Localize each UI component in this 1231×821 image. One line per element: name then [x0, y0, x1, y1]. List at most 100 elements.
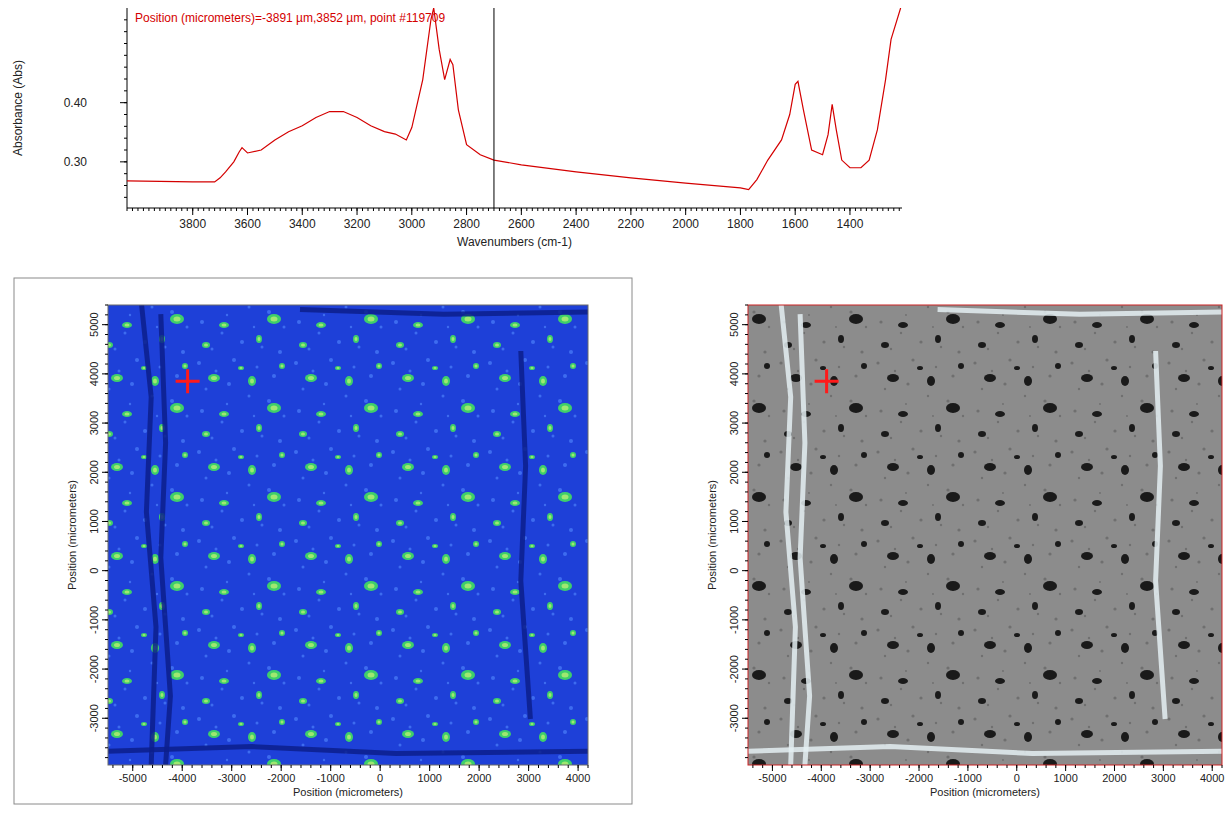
minor-tick — [105, 698, 108, 699]
minor-tick — [806, 208, 807, 211]
minor-tick — [221, 765, 222, 768]
y-tick-label: -2000 — [728, 655, 740, 683]
x-tick-label: 4000 — [566, 772, 590, 784]
x-tick — [576, 208, 577, 215]
minor-tick — [1134, 765, 1135, 768]
minor-tick — [866, 208, 867, 211]
minor-tick — [124, 90, 127, 91]
minor-tick — [172, 765, 173, 768]
minor-tick — [263, 208, 264, 211]
minor-tick — [439, 208, 440, 211]
minor-tick — [105, 678, 108, 679]
minor-tick — [105, 531, 108, 532]
minor-tick — [310, 765, 311, 768]
minor-tick — [280, 208, 281, 211]
minor-tick — [518, 765, 519, 768]
minor-tick — [877, 208, 878, 211]
minor-tick — [603, 208, 604, 211]
minor-tick — [142, 765, 143, 768]
minor-tick — [124, 43, 127, 44]
minor-tick — [1075, 765, 1076, 768]
minor-tick — [504, 208, 505, 211]
x-tick-label: -1000 — [954, 772, 982, 784]
minor-tick — [532, 208, 533, 211]
minor-tick — [899, 765, 900, 768]
minor-tick — [307, 208, 308, 211]
minor-tick — [745, 747, 748, 748]
minor-tick — [696, 208, 697, 211]
minor-tick — [767, 208, 768, 211]
crack — [108, 747, 588, 754]
minor-tick — [707, 208, 708, 211]
minor-tick — [231, 208, 232, 211]
minor-tick — [1182, 765, 1183, 768]
minor-tick — [214, 208, 215, 211]
minor-tick — [105, 728, 108, 729]
minor-tick — [124, 79, 127, 80]
minor-tick — [105, 413, 108, 414]
minor-tick — [745, 344, 748, 345]
x-tick — [528, 765, 529, 771]
minor-tick — [745, 314, 748, 315]
minor-tick — [477, 208, 478, 211]
minor-tick — [433, 208, 434, 211]
minor-tick — [202, 765, 203, 768]
x-tick — [466, 208, 467, 215]
minor-tick — [745, 383, 748, 384]
y-tick — [102, 324, 108, 325]
minor-tick — [745, 452, 748, 453]
position-label: Position (micrometers)=-3891 µm,3852 µm,… — [135, 11, 445, 25]
minor-tick — [472, 208, 473, 211]
y-axis-title: Position (micrometers) — [66, 480, 78, 590]
minor-tick — [1104, 765, 1105, 768]
minor-tick — [124, 114, 127, 115]
minor-tick — [782, 765, 783, 768]
minor-tick — [1153, 765, 1154, 768]
minor-tick — [132, 208, 133, 211]
minor-tick — [745, 541, 748, 542]
minor-tick — [745, 728, 748, 729]
minor-tick — [1026, 765, 1027, 768]
minor-tick — [745, 757, 748, 758]
x-tick — [521, 208, 522, 215]
minor-tick — [568, 765, 569, 768]
minor-tick — [745, 550, 748, 551]
minor-tick — [105, 590, 108, 591]
y-tick — [742, 521, 748, 522]
y-tick — [742, 570, 748, 571]
crack — [161, 314, 171, 765]
minor-tick — [389, 208, 390, 211]
minor-tick — [105, 550, 108, 551]
minor-tick — [860, 208, 861, 211]
x-tick — [357, 208, 358, 215]
minor-tick — [122, 765, 123, 768]
crack — [142, 305, 156, 765]
minor-tick — [105, 305, 108, 306]
minor-tick — [211, 765, 212, 768]
minor-tick — [105, 747, 108, 748]
y-tick-label: 3000 — [728, 411, 740, 435]
minor-tick — [1202, 765, 1203, 768]
minor-tick — [370, 765, 371, 768]
minor-tick — [598, 208, 599, 211]
minor-tick — [745, 688, 748, 689]
minor-tick — [762, 208, 763, 211]
minor-tick — [409, 765, 410, 768]
y-tick-label: 1000 — [88, 509, 100, 533]
minor-tick — [647, 208, 648, 211]
minor-tick — [745, 698, 748, 699]
minor-tick — [455, 208, 456, 211]
x-tick-label: 1600 — [782, 217, 809, 231]
minor-tick — [822, 208, 823, 211]
y-tick — [102, 373, 108, 374]
minor-tick — [893, 208, 894, 211]
minor-tick — [745, 334, 748, 335]
minor-tick — [406, 208, 407, 211]
minor-tick — [329, 208, 330, 211]
plot-frame — [108, 305, 588, 765]
minor-tick — [105, 649, 108, 650]
minor-tick — [351, 208, 352, 211]
x-tick-label: 0 — [1014, 772, 1020, 784]
minor-tick — [271, 765, 272, 768]
minor-tick — [105, 393, 108, 394]
